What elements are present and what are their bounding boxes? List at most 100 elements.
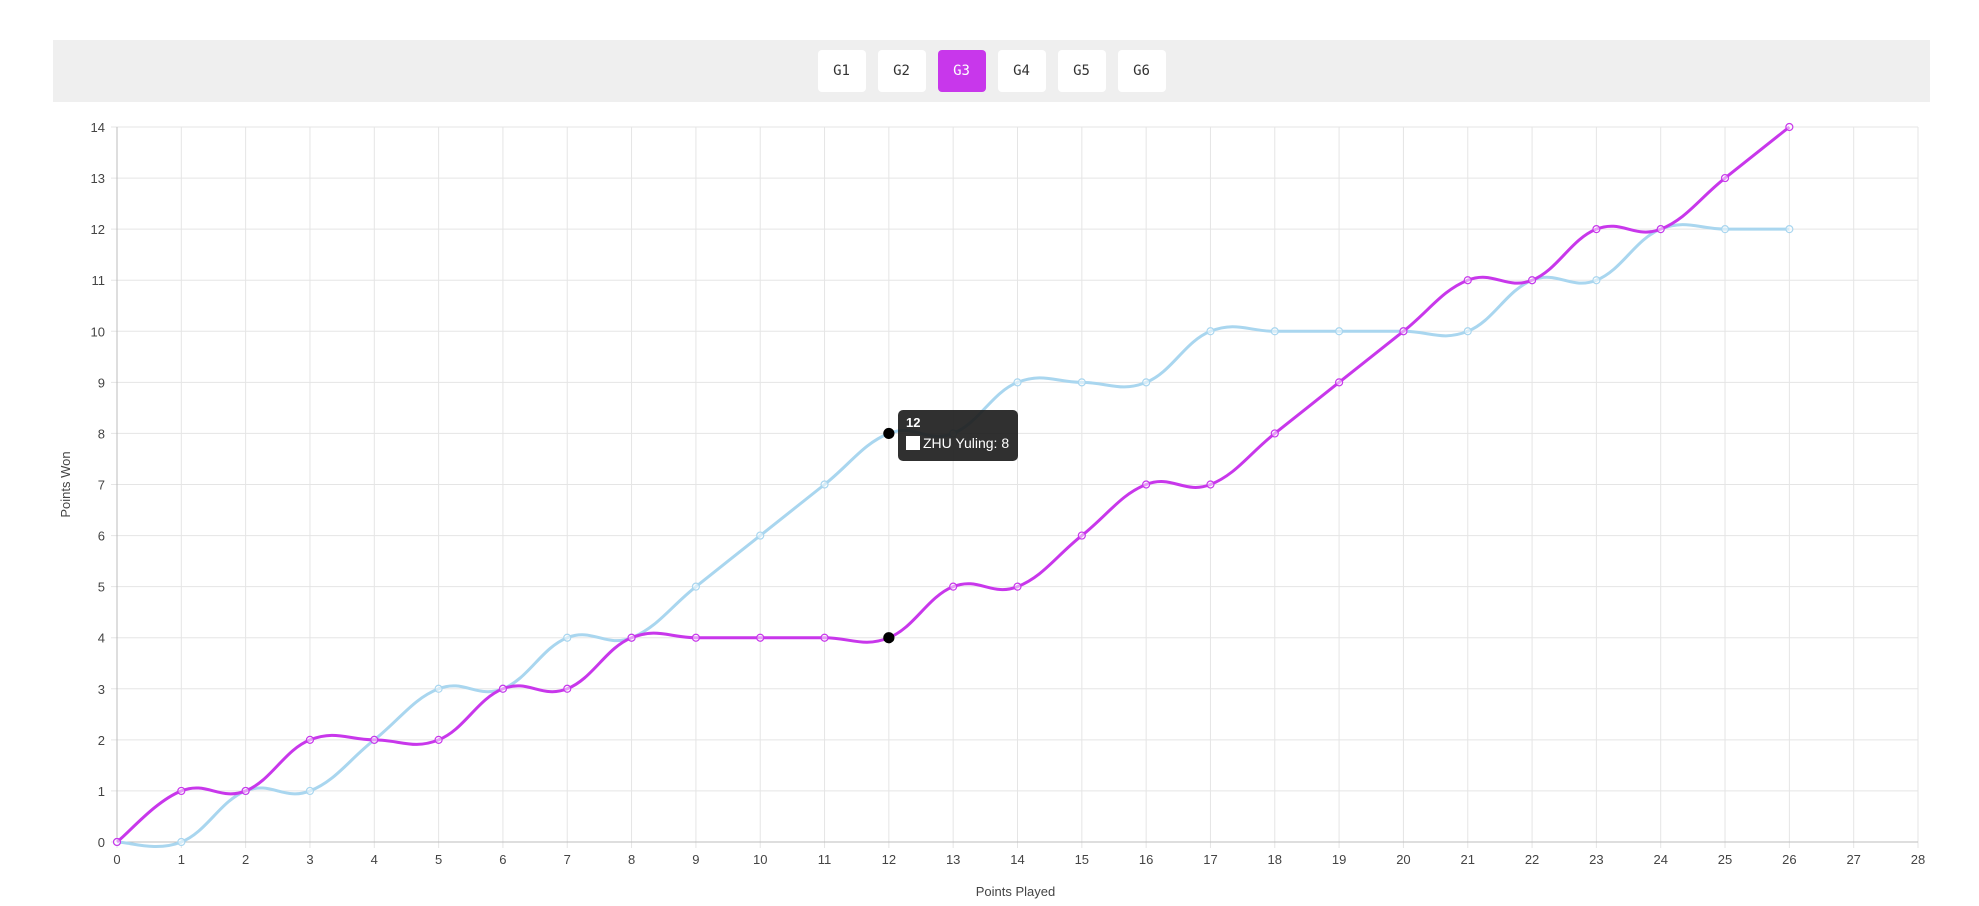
data-point: [756, 531, 765, 540]
x-tick-label: 14: [1010, 852, 1024, 867]
data-point: [1013, 378, 1022, 387]
data-point: [434, 684, 443, 693]
data-point: [1335, 327, 1344, 336]
x-tick-label: 25: [1718, 852, 1732, 867]
game-selector-bar: G1 G2 G3 G4 G5 G6: [53, 40, 1930, 102]
data-point: [691, 582, 700, 591]
x-axis-title: Points Played: [976, 884, 1056, 899]
y-tick-label: 6: [98, 529, 105, 544]
data-point: [883, 427, 895, 440]
data-point: [1077, 378, 1086, 387]
data-point: [563, 684, 572, 693]
series-line: [116, 125, 1791, 844]
data-point: [949, 582, 958, 591]
data-point: [434, 735, 443, 744]
game-tab-g5[interactable]: G5: [1057, 50, 1106, 92]
y-tick-label: 14: [91, 120, 105, 135]
x-tick-label: 19: [1332, 852, 1346, 867]
data-point: [498, 684, 508, 693]
chart-tooltip: 12 ZHU Yuling: 8: [898, 410, 1018, 461]
x-tick-label: 1: [178, 852, 185, 867]
data-point: [820, 480, 829, 489]
data-point: [756, 633, 765, 642]
x-tick-label: 17: [1203, 852, 1217, 867]
data-point: [1463, 327, 1472, 336]
x-tick-label: 27: [1846, 852, 1860, 867]
x-tick-label: 8: [628, 852, 635, 867]
data-point: [1656, 225, 1665, 234]
y-tick-label: 7: [98, 478, 105, 493]
x-tick-label: 9: [692, 852, 699, 867]
data-point: [1206, 327, 1215, 336]
data-point: [1335, 378, 1344, 387]
x-tick-label: 15: [1075, 852, 1089, 867]
data-point: [241, 786, 250, 796]
x-tick-label: 3: [306, 852, 313, 867]
tooltip-row-label: ZHU Yuling: 8: [923, 435, 1010, 451]
x-tick-label: 5: [435, 852, 442, 867]
game-tab-g2[interactable]: G2: [877, 50, 926, 92]
x-tick-label: 24: [1653, 852, 1667, 867]
data-point: [627, 633, 636, 642]
tooltip-color-swatch: [906, 436, 920, 450]
x-tick-label: 12: [882, 852, 896, 867]
x-tick-label: 7: [564, 852, 571, 867]
data-point: [1785, 225, 1794, 234]
x-tick-label: 26: [1782, 852, 1796, 867]
x-tick-label: 4: [371, 852, 378, 867]
x-tick-label: 2: [242, 852, 249, 867]
y-tick-label: 1: [98, 784, 105, 799]
data-point: [370, 735, 379, 744]
data-point: [1142, 378, 1151, 387]
tooltip-row: ZHU Yuling: 8: [906, 433, 1010, 453]
x-tick-label: 0: [113, 852, 120, 867]
x-tick-label: 20: [1396, 852, 1410, 867]
x-tick-label: 18: [1268, 852, 1282, 867]
y-tick-label: 12: [91, 222, 105, 237]
x-tick-label: 6: [499, 852, 506, 867]
data-point: [1142, 480, 1151, 489]
y-tick-label: 3: [98, 682, 105, 697]
data-point: [112, 837, 122, 847]
y-axis-title: Points Won: [58, 451, 73, 517]
data-point: [305, 735, 315, 744]
y-tick-label: 4: [98, 631, 105, 646]
data-point: [563, 633, 572, 642]
data-point: [1592, 276, 1601, 285]
data-point: [1592, 225, 1601, 234]
game-tab-g1[interactable]: G1: [817, 50, 866, 92]
data-point: [1785, 122, 1794, 132]
y-tick-label: 0: [98, 835, 105, 850]
data-point: [820, 633, 829, 642]
x-tick-label: 13: [946, 852, 960, 867]
data-point: [1720, 173, 1730, 183]
data-point: [1270, 429, 1279, 438]
data-point: [1270, 327, 1279, 336]
series-1: [112, 122, 1794, 847]
x-tick-label: 22: [1525, 852, 1539, 867]
data-point: [1013, 582, 1022, 591]
y-tick-label: 2: [98, 733, 105, 748]
data-point: [1463, 276, 1472, 285]
game-tab-g3[interactable]: G3: [937, 50, 986, 92]
data-point: [177, 786, 186, 796]
data-point: [1077, 531, 1086, 540]
y-tick-label: 8: [98, 426, 105, 441]
data-point: [1206, 480, 1215, 489]
x-tick-label: 28: [1911, 852, 1925, 867]
y-tick-label: 11: [92, 273, 106, 288]
y-tick-label: 10: [91, 324, 105, 339]
tooltip-title: 12: [906, 415, 921, 430]
game-tab-g6[interactable]: G6: [1117, 50, 1166, 92]
data-point: [1527, 276, 1537, 285]
data-point: [691, 633, 700, 642]
x-tick-label: 10: [753, 852, 767, 867]
data-point: [1720, 225, 1730, 234]
data-point: [883, 632, 895, 644]
x-tick-label: 23: [1589, 852, 1603, 867]
game-tab-g4[interactable]: G4: [997, 50, 1046, 92]
data-point: [177, 837, 186, 847]
y-tick-label: 5: [98, 580, 105, 595]
y-tick-label: 9: [98, 375, 105, 390]
